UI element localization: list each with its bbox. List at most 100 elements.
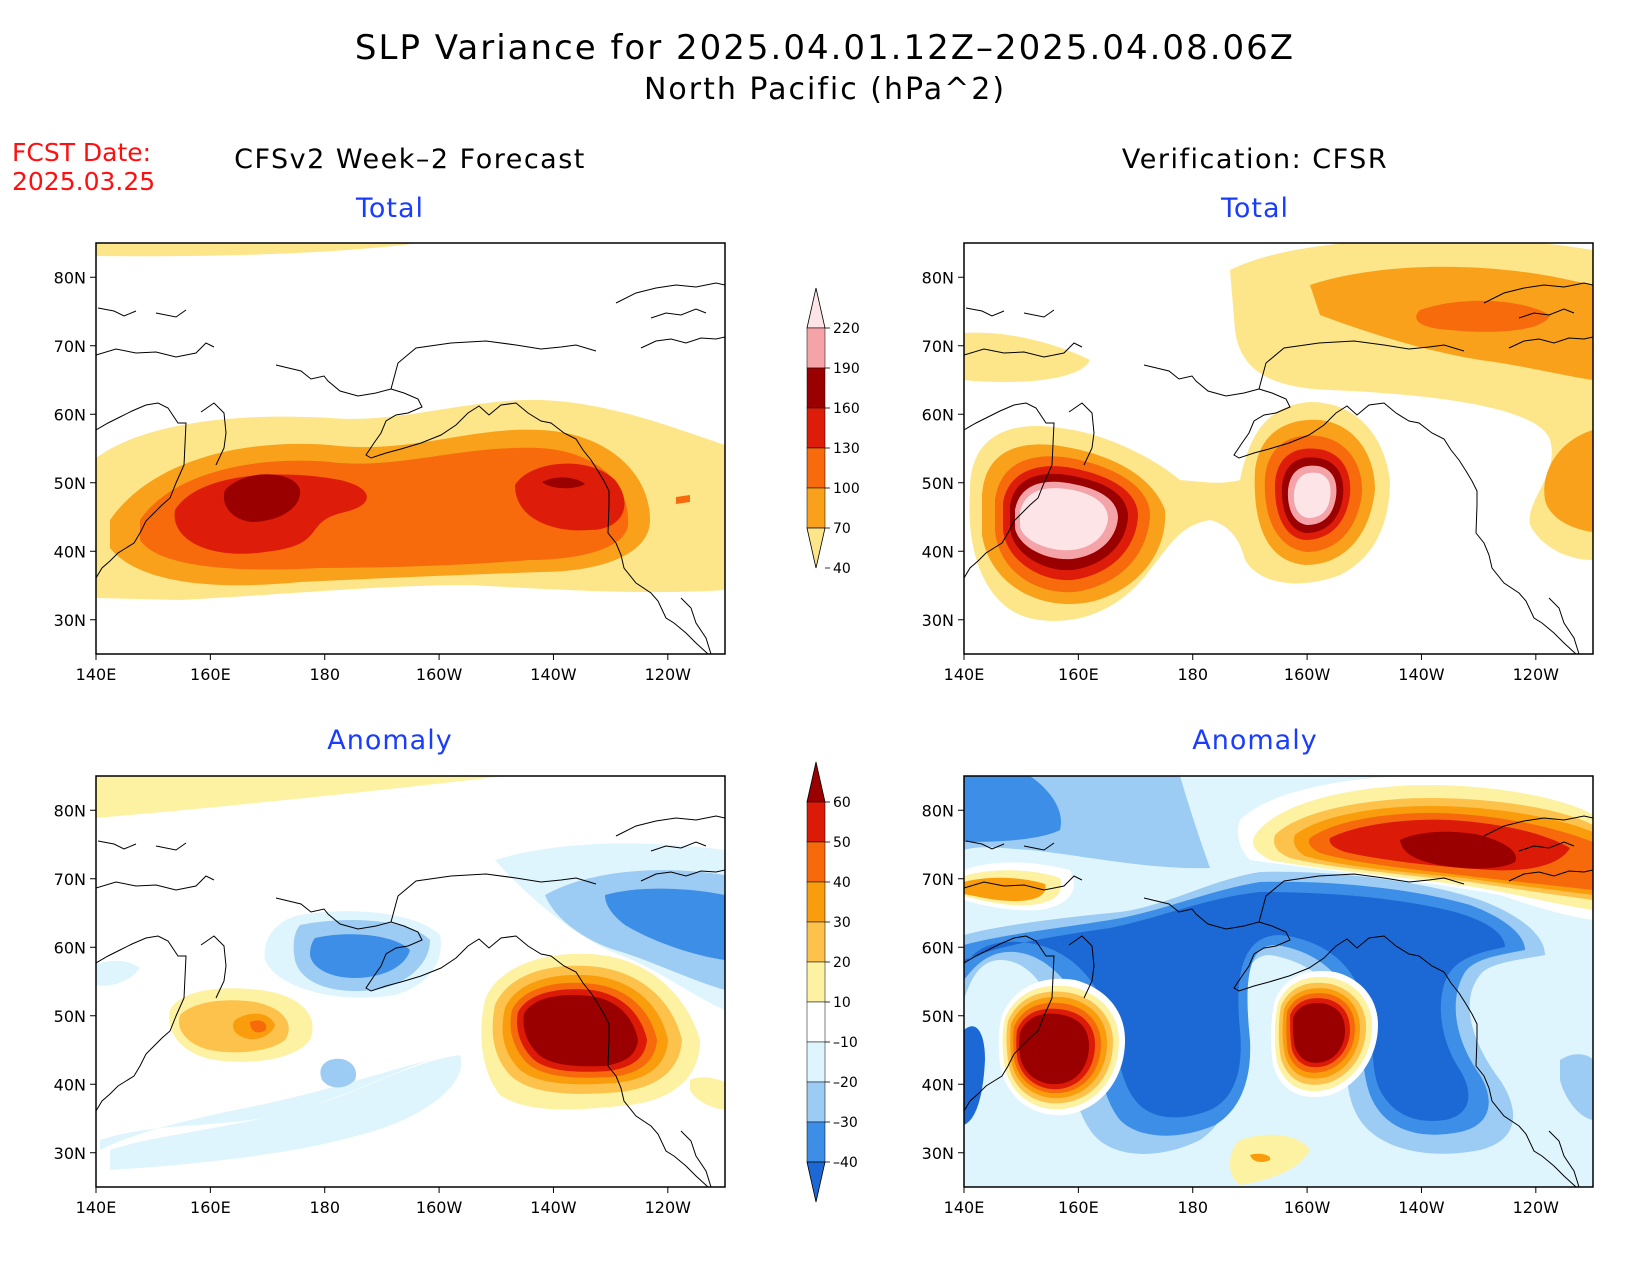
right-column-heading: Verification: CFSR [1121, 144, 1389, 175]
lon-tick-label: 160W [1284, 1198, 1331, 1217]
fill-anomaly-neg20-neg30 [320, 1058, 356, 1088]
fill-anomaly-neg20-neg30 [1560, 1054, 1593, 1120]
lat-tick-label: 70N [54, 337, 86, 356]
colorbar-label: 220 [833, 321, 860, 337]
fill-anomaly-neg10-neg20 [100, 1060, 430, 1150]
lon-tick-label: 180 [1177, 1198, 1208, 1217]
lon-tick-label: 180 [309, 665, 340, 684]
lon-tick-label: 140E [944, 665, 985, 684]
colorbar-swatch [806, 407, 826, 449]
lat-tick-label: 70N [54, 870, 86, 889]
fill-anomaly-neg40-below [964, 892, 1505, 1121]
lon-tick-label: 160W [1284, 665, 1331, 684]
lat-tick-label: 30N [922, 611, 954, 630]
colorbar-label: 10 [833, 995, 851, 1011]
colorbar-label: 40 [833, 561, 851, 577]
colorbar-label: 40 [833, 875, 851, 891]
map-panel-verif-anomaly [963, 775, 1594, 1188]
fill-level-70-100 [1544, 430, 1593, 532]
colorbar-swatch [806, 961, 826, 1003]
fill-anomaly-neg30-neg40 [605, 888, 725, 960]
fill-level-130-160 [515, 463, 625, 531]
panel-title-fcst-total: Total [355, 193, 425, 224]
lon-tick-label: 120W [645, 665, 692, 684]
colorbar-label: 50 [833, 835, 851, 851]
colorbar-swatch [806, 1001, 826, 1043]
lon-tick-label: 140E [944, 1198, 985, 1217]
lat-tick-label: 40N [922, 542, 954, 561]
fill-anomaly-30-40 [1250, 1153, 1271, 1163]
fill-anomaly-30-40 [964, 877, 1046, 902]
lat-tick-label: 70N [922, 870, 954, 889]
fill-anomaly-neg10-neg20 [96, 960, 140, 986]
fill-anomaly-60-plus [1400, 831, 1516, 869]
colorbar-swatch [806, 1121, 826, 1163]
colorbar-label: 70 [833, 521, 851, 537]
fill-anomaly-10-20 [690, 1077, 725, 1110]
lat-tick-label: 80N [922, 268, 954, 287]
figure-subtitle: North Pacific (hPa^2) [643, 72, 1007, 107]
fill-level-160-190 [542, 477, 585, 489]
lat-tick-label: 50N [54, 474, 86, 493]
lat-tick-label: 60N [922, 405, 954, 424]
lon-tick-label: 160W [416, 665, 463, 684]
lon-tick-label: 120W [1513, 1198, 1560, 1217]
lon-tick-label: 140W [1398, 1198, 1445, 1217]
fill-anomaly-60-plus [1019, 1013, 1089, 1085]
colorbar-swatch [806, 841, 826, 883]
colorbar-swatch [806, 447, 826, 489]
fill-anomaly-neg30-neg40 [310, 934, 410, 978]
colorbar-swatch [806, 881, 826, 923]
lon-tick-label: 140W [530, 665, 577, 684]
fill-level-220-plus [1293, 472, 1331, 518]
lon-tick-label: 120W [1513, 665, 1560, 684]
fill-level-160-190 [223, 474, 301, 522]
lon-tick-label: 140W [1398, 665, 1445, 684]
lat-tick-label: 40N [922, 1075, 954, 1094]
panel-title-fcst-anomaly: Anomaly [327, 725, 453, 756]
lat-tick-label: 70N [922, 337, 954, 356]
map-frame [95, 775, 726, 1188]
colorbar-label: 30 [833, 915, 851, 931]
map-frame [95, 242, 726, 655]
fill-anomaly-60-plus [523, 994, 638, 1067]
colorbar-label: 190 [833, 361, 860, 377]
fill-level-100-130 [1416, 300, 1550, 332]
lat-tick-label: 50N [54, 1007, 86, 1026]
colorbar-swatch [806, 367, 826, 409]
colorbar-arrow-bottom [806, 527, 826, 569]
colorbar-swatch [806, 801, 826, 843]
lon-tick-label: 120W [645, 1198, 692, 1217]
colorbar-arrow-top [806, 761, 826, 803]
lat-tick-label: 50N [922, 1007, 954, 1026]
panel-title-verif-total: Total [1220, 193, 1290, 224]
colorbar-swatch [806, 921, 826, 963]
lon-tick-label: 160E [190, 1198, 231, 1217]
colorbar-label: –10 [833, 1035, 858, 1051]
colorbar-arrow-top [806, 287, 826, 329]
colorbar-swatch [806, 487, 826, 529]
colorbar-label: –30 [833, 1115, 858, 1131]
lat-tick-label: 30N [54, 1144, 86, 1163]
colorbar-label: 20 [833, 955, 851, 971]
fill-anomaly-neg30-neg40 [964, 776, 1061, 842]
map-frame [963, 775, 1594, 1188]
forecast-date-label: FCST Date: [12, 138, 152, 167]
map-frame [963, 242, 1594, 655]
colorbar-arrow-bottom [806, 1161, 826, 1203]
colorbar-label: –20 [833, 1075, 858, 1091]
colorbar-total: 220 190 160 130 100 70 40 [806, 287, 860, 577]
lon-tick-label: 180 [309, 1198, 340, 1217]
left-column-heading: CFSv2 Week–2 Forecast [234, 144, 586, 175]
colorbar-label: –40 [833, 1155, 858, 1171]
colorbar-label: 130 [833, 441, 860, 457]
fill-level-40-70 [964, 332, 1090, 383]
figure-title: SLP Variance for 2025.04.01.12Z–2025.04.… [354, 28, 1296, 68]
lat-tick-label: 80N [54, 268, 86, 287]
lat-tick-label: 60N [922, 938, 954, 957]
fill-anomaly-neg40-below [964, 1026, 985, 1125]
lon-tick-label: 140E [76, 665, 117, 684]
colorbar-swatch [806, 327, 826, 369]
colorbar-label: 60 [833, 795, 851, 811]
